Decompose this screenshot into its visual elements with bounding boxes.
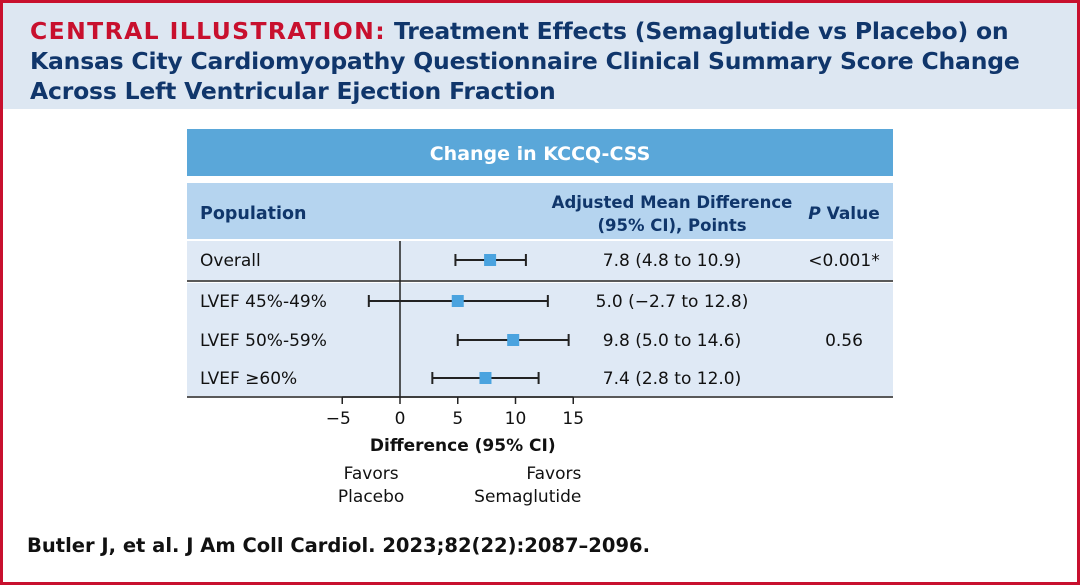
overall-row-band <box>187 241 893 280</box>
x-tick-label: 0 <box>395 409 406 429</box>
x-tick-label: 5 <box>452 409 463 429</box>
column-header-p-rest: Value <box>821 204 880 224</box>
chart-title: Change in KCCQ-CSS <box>430 143 651 165</box>
point-estimate-lvef-50-59 <box>507 334 520 346</box>
central-illustration-label: CENTRAL ILLUSTRATION: <box>30 17 387 45</box>
header-band: CENTRAL ILLUSTRATION: Treatment Effects … <box>3 3 1077 109</box>
x-axis-ticks: −5 0 5 10 15 <box>326 397 584 429</box>
point-estimate-lvef-45-49 <box>451 295 464 307</box>
estimate-text-lvef-45-49: 5.0 (−2.7 to 12.8) <box>596 292 749 312</box>
column-header-population: Population <box>200 204 307 224</box>
estimate-text-lvef-60-plus: 7.4 (2.8 to 12.0) <box>603 369 741 389</box>
x-tick-label: 10 <box>505 409 527 429</box>
point-estimate-overall <box>484 254 497 266</box>
row-label-lvef-60-plus: LVEF ≥60% <box>200 369 297 389</box>
chart-title-band <box>187 129 893 176</box>
row-label-lvef-50-59: LVEF 50%-59% <box>200 331 327 351</box>
row-label-overall: Overall <box>200 251 261 271</box>
favors-semaglutide-line1: Favors <box>526 464 581 484</box>
favors-placebo-line2: Placebo <box>338 487 404 507</box>
column-header-band <box>187 183 893 239</box>
x-tick-label: 15 <box>562 409 584 429</box>
column-header-estimate-line1: Adjusted Mean Difference <box>552 193 793 212</box>
figure-title-text: Treatment Effects (Semaglutide vs Placeb… <box>30 17 1020 105</box>
point-estimate-lvef-60-plus <box>479 372 492 384</box>
ci-marks <box>367 254 570 384</box>
x-tick-label: −5 <box>326 409 351 429</box>
p-value-overall: <0.001* <box>808 251 879 271</box>
figure-title: CENTRAL ILLUSTRATION: Treatment Effects … <box>30 16 1070 106</box>
x-axis-label: Difference (95% CI) <box>370 436 556 456</box>
column-header-p-value: P Value <box>808 204 880 224</box>
favors-placebo-line1: Favors <box>344 464 399 484</box>
citation: Butler J, et al. J Am Coll Cardiol. 2023… <box>27 534 650 557</box>
row-label-lvef-45-49: LVEF 45%-49% <box>200 292 327 312</box>
p-value-subgroups: 0.56 <box>825 331 863 351</box>
estimate-text-overall: 7.8 (4.8 to 10.9) <box>603 251 741 271</box>
favors-semaglutide-line2: Semaglutide <box>474 487 581 507</box>
estimate-text-lvef-50-59: 9.8 (5.0 to 14.6) <box>603 331 741 351</box>
column-header-p-italic: P <box>808 204 821 224</box>
column-header-estimate-line2: (95% CI), Points <box>597 216 746 235</box>
